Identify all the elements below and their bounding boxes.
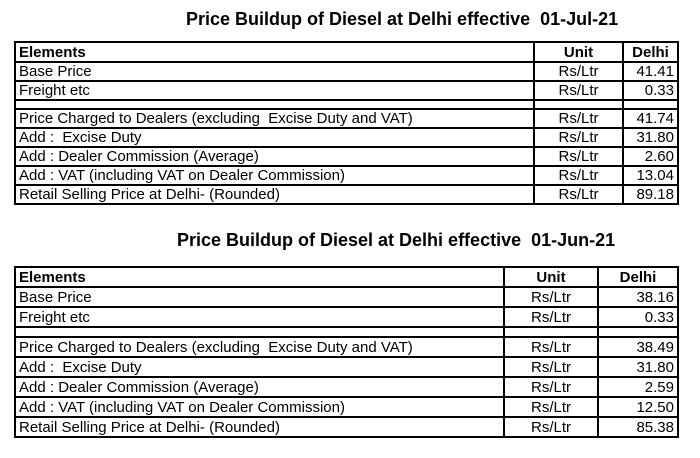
- header-delhi: Delhi: [622, 41, 679, 63]
- table-row: Add : Excise Duty Rs/Ltr 31.80: [14, 356, 679, 378]
- table-header-row: Elements Unit Delhi: [14, 266, 679, 288]
- header-delhi: Delhi: [597, 266, 679, 288]
- row-label: Add : Dealer Commission (Average): [14, 146, 535, 167]
- table-row: Retail Selling Price at Delhi- (Rounded)…: [14, 184, 679, 205]
- row-unit: Rs/Ltr: [503, 376, 599, 398]
- spacer-cell: [14, 326, 505, 338]
- row-value: 41.41: [622, 61, 679, 82]
- row-unit: Rs/Ltr: [503, 286, 599, 308]
- row-label: Base Price: [14, 61, 535, 82]
- spacer-cell: [503, 326, 599, 338]
- row-label: Freight etc: [14, 80, 535, 101]
- row-unit: Rs/Ltr: [503, 416, 599, 438]
- row-label: Freight etc: [14, 306, 505, 328]
- row-label: Price Charged to Dealers (excluding Exci…: [14, 108, 535, 129]
- table-row: Price Charged to Dealers (excluding Exci…: [14, 336, 679, 358]
- row-unit: Rs/Ltr: [533, 184, 624, 205]
- table-header-row: Elements Unit Delhi: [14, 41, 679, 63]
- row-label: Add : Dealer Commission (Average): [14, 376, 505, 398]
- row-label: Add : Excise Duty: [14, 127, 535, 148]
- table-row: Freight etc Rs/Ltr 0.33: [14, 80, 679, 101]
- row-value: 38.16: [597, 286, 679, 308]
- row-unit: Rs/Ltr: [533, 146, 624, 167]
- row-value: 31.80: [622, 127, 679, 148]
- spacer-cell: [622, 99, 679, 110]
- row-unit: Rs/Ltr: [503, 306, 599, 328]
- row-label: Add : Excise Duty: [14, 356, 505, 378]
- header-unit: Unit: [503, 266, 599, 288]
- spacer-cell: [14, 99, 535, 110]
- row-value: 85.38: [597, 416, 679, 438]
- spacer-row: [14, 99, 679, 110]
- row-unit: Rs/Ltr: [503, 396, 599, 418]
- row-unit: Rs/Ltr: [533, 61, 624, 82]
- row-label: Add : VAT (including VAT on Dealer Commi…: [14, 165, 535, 186]
- row-unit: Rs/Ltr: [503, 336, 599, 358]
- table-row: Price Charged to Dealers (excluding Exci…: [14, 108, 679, 129]
- row-unit: Rs/Ltr: [533, 127, 624, 148]
- price-table-jun21: Elements Unit Delhi Base Price Rs/Ltr 38…: [14, 266, 679, 438]
- row-value: 2.60: [622, 146, 679, 167]
- table-row: Add : Dealer Commission (Average) Rs/Ltr…: [14, 376, 679, 398]
- table-row: Retail Selling Price at Delhi- (Rounded)…: [14, 416, 679, 438]
- spacer-cell: [597, 326, 679, 338]
- table1-title: Price Buildup of Diesel at Delhi effecti…: [186, 9, 619, 29]
- row-label: Retail Selling Price at Delhi- (Rounded): [14, 184, 535, 205]
- table-row: Base Price Rs/Ltr 38.16: [14, 286, 679, 308]
- spacer-row: [14, 326, 679, 338]
- table-row: Add : Dealer Commission (Average) Rs/Ltr…: [14, 146, 679, 167]
- table-row: Add : Excise Duty Rs/Ltr 31.80: [14, 127, 679, 148]
- row-label: Base Price: [14, 286, 505, 308]
- row-value: 41.74: [622, 108, 679, 129]
- row-value: 2.59: [597, 376, 679, 398]
- price-table-jul21: Elements Unit Delhi Base Price Rs/Ltr 41…: [14, 41, 679, 205]
- table-row: Freight etc Rs/Ltr 0.33: [14, 306, 679, 328]
- row-value: 31.80: [597, 356, 679, 378]
- row-label: Add : VAT (including VAT on Dealer Commi…: [14, 396, 505, 418]
- row-unit: Rs/Ltr: [533, 108, 624, 129]
- row-unit: Rs/Ltr: [533, 80, 624, 101]
- header-unit: Unit: [533, 41, 624, 63]
- table-row: Base Price Rs/Ltr 41.41: [14, 61, 679, 82]
- table2-title: Price Buildup of Diesel at Delhi effecti…: [177, 230, 616, 250]
- row-value: 12.50: [597, 396, 679, 418]
- header-elements: Elements: [14, 41, 535, 63]
- row-value: 38.49: [597, 336, 679, 358]
- row-value: 89.18: [622, 184, 679, 205]
- row-value: 0.33: [597, 306, 679, 328]
- row-label: Retail Selling Price at Delhi- (Rounded): [14, 416, 505, 438]
- table-row: Add : VAT (including VAT on Dealer Commi…: [14, 396, 679, 418]
- row-value: 0.33: [622, 80, 679, 101]
- row-label: Price Charged to Dealers (excluding Exci…: [14, 336, 505, 358]
- spacer-cell: [533, 99, 624, 110]
- table-row: Add : VAT (including VAT on Dealer Commi…: [14, 165, 679, 186]
- row-value: 13.04: [622, 165, 679, 186]
- header-elements: Elements: [14, 266, 505, 288]
- row-unit: Rs/Ltr: [533, 165, 624, 186]
- row-unit: Rs/Ltr: [503, 356, 599, 378]
